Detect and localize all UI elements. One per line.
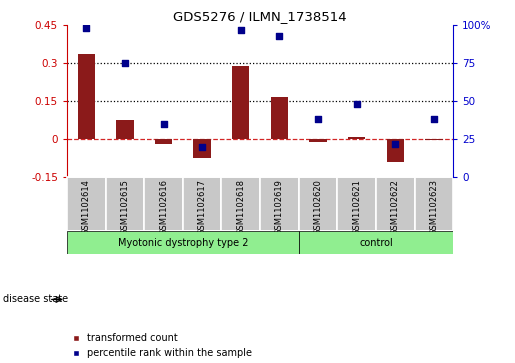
Legend: transformed count, percentile rank within the sample: transformed count, percentile rank withi… [72, 333, 252, 358]
Text: GSM1102622: GSM1102622 [391, 179, 400, 235]
Bar [116, 120, 133, 139]
Text: GSM1102623: GSM1102623 [430, 179, 438, 235]
Bar [387, 139, 404, 162]
Bar [376, 177, 415, 231]
Bar [78, 54, 95, 139]
Text: GSM1102619: GSM1102619 [275, 179, 284, 235]
Bar [299, 177, 337, 231]
Point [159, 121, 167, 127]
Text: GSM1102616: GSM1102616 [159, 179, 168, 235]
Text: GSM1102618: GSM1102618 [236, 179, 245, 235]
Point [391, 141, 400, 147]
Bar [260, 177, 299, 231]
Point [121, 61, 129, 66]
Point [352, 101, 360, 107]
Point [430, 117, 438, 122]
Bar [106, 177, 144, 231]
Point [275, 33, 283, 39]
Bar [232, 66, 249, 139]
Bar [155, 139, 172, 144]
Text: GSM1102621: GSM1102621 [352, 179, 361, 235]
Bar [299, 231, 453, 254]
Point [82, 25, 91, 31]
Point [236, 27, 245, 33]
Text: control: control [359, 238, 393, 248]
Bar [144, 177, 183, 231]
Point [314, 117, 322, 122]
Bar [67, 177, 106, 231]
Point [198, 144, 206, 150]
Bar [310, 139, 327, 142]
Bar [425, 139, 442, 140]
Bar [415, 177, 453, 231]
Bar [194, 139, 211, 158]
Bar [337, 177, 376, 231]
Bar [348, 137, 365, 139]
Title: GDS5276 / ILMN_1738514: GDS5276 / ILMN_1738514 [173, 10, 347, 23]
Text: disease state: disease state [3, 294, 67, 305]
Text: GSM1102620: GSM1102620 [314, 179, 322, 235]
Bar [271, 98, 288, 139]
Text: GSM1102614: GSM1102614 [82, 179, 91, 235]
Text: Myotonic dystrophy type 2: Myotonic dystrophy type 2 [117, 238, 248, 248]
Bar [183, 177, 221, 231]
Text: GSM1102617: GSM1102617 [198, 179, 207, 235]
Bar [67, 231, 299, 254]
Text: GSM1102615: GSM1102615 [121, 179, 129, 235]
Bar [221, 177, 260, 231]
